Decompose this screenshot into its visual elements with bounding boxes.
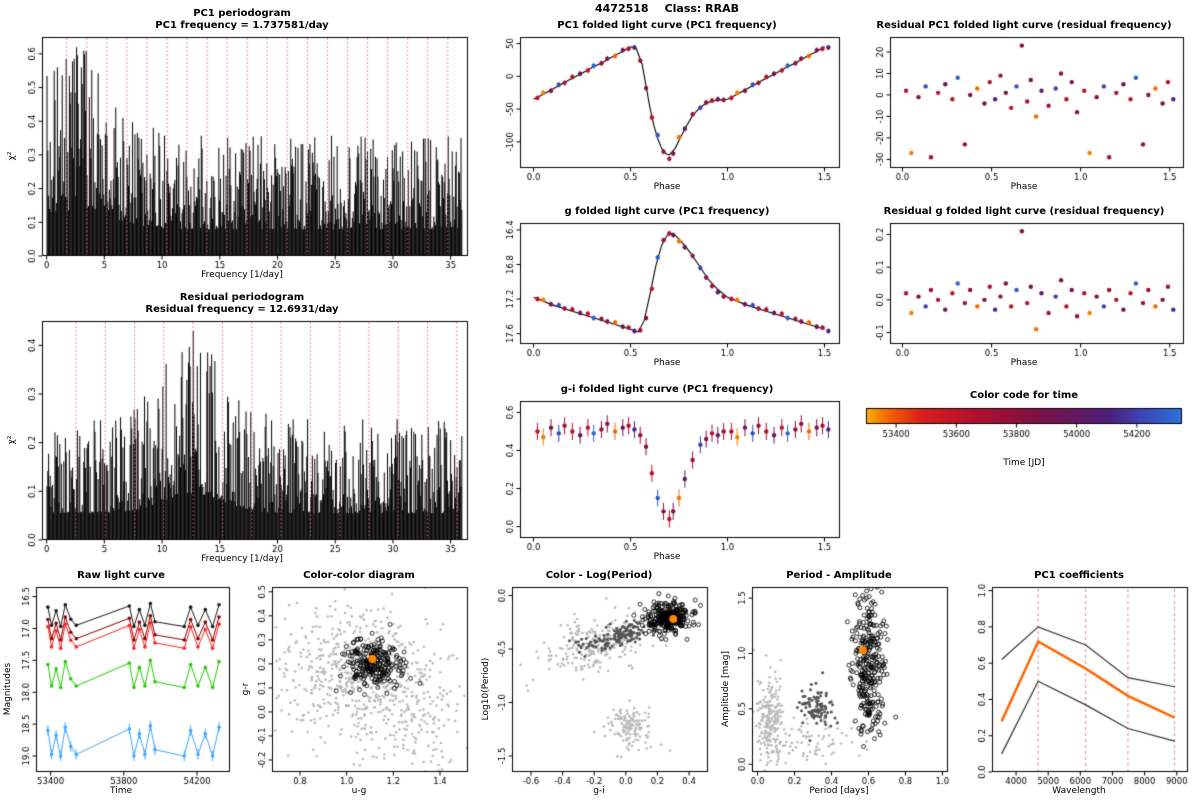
raw-light-curve-plot (4, 582, 238, 796)
panel-period-amplitude: Period - Amplitude Amplitude [mag] Perio… (721, 570, 956, 796)
panel-gi-folded-light-curve: g-i folded light curve (PC1 frequency) P… (486, 384, 848, 562)
pc1-folded-plot (486, 32, 848, 192)
panel-title: g-i folded light curve (PC1 frequency) (560, 384, 774, 395)
panel-title: Residual PC1 folded light curve (residua… (876, 20, 1172, 31)
pc1-periodogram-plot (8, 32, 476, 280)
panel-subtitle: PC1 frequency = 1.737581/day (155, 20, 329, 31)
pc1-coefficients-plot (962, 582, 1196, 796)
plot-area: Phase (486, 396, 848, 562)
time-colorbar-gradient (856, 402, 1192, 468)
figure-header: 4472518 Class: RRAB (486, 2, 848, 15)
class-label: Class: RRAB (664, 2, 739, 15)
residual-pc1-folded-plot (856, 32, 1192, 192)
panel-pc1-folded-light-curve: PC1 folded light curve (PC1 frequency) P… (486, 20, 848, 192)
plot-area: g-r u-g (241, 582, 476, 796)
residual-g-folded-plot (856, 218, 1192, 368)
object-id: 4472518 (594, 2, 649, 15)
panel-residual-g-folded: Residual g folded light curve (residual … (856, 206, 1192, 368)
period-amplitude-plot (722, 582, 956, 796)
plot-area: Time [JD] (856, 402, 1192, 468)
plot-area: Phase (856, 32, 1192, 192)
plot-area: Magnitudes Time (3, 582, 238, 796)
panel-title: PC1 periodogram (193, 8, 291, 19)
panel-title: PC1 folded light curve (PC1 frequency) (557, 20, 777, 31)
plot-area: Phase (486, 218, 848, 368)
plot-area: Log10(Period) g-i (481, 582, 716, 796)
panel-residual-periodogram: Residual periodogram Residual frequency … (7, 292, 476, 564)
panel-title: g folded light curve (PC1 frequency) (564, 206, 770, 217)
panel-title: Color-color diagram (303, 570, 415, 581)
panel-title: Residual g folded light curve (residual … (883, 206, 1165, 217)
panel-residual-pc1-folded: Residual PC1 folded light curve (residua… (856, 20, 1192, 192)
panel-pc1-periodogram: PC1 periodogram PC1 frequency = 1.737581… (7, 8, 476, 280)
panel-subtitle: Residual frequency = 12.6931/day (145, 304, 339, 315)
panel-color-log-period: Color - Log(Period) Log10(Period) g-i (481, 570, 716, 796)
residual-periodogram-plot (8, 316, 476, 564)
color-log-period-plot (482, 582, 716, 796)
panel-title: Color - Log(Period) (545, 570, 653, 581)
panel-g-folded-light-curve: g folded light curve (PC1 frequency) Pha… (486, 206, 848, 368)
panel-raw-light-curve: Raw light curve Magnitudes Time (3, 570, 238, 796)
panel-title: Color code for time (969, 390, 1079, 401)
plot-area: Phase (486, 32, 848, 192)
color-color-plot (242, 582, 476, 796)
plot-area: χ² Frequency [1/day] (7, 316, 476, 564)
panel-title: Period - Amplitude (786, 570, 892, 581)
g-folded-plot (486, 218, 848, 368)
plot-area: Phase (856, 218, 1192, 368)
panel-time-colorbar: Color code for time Time [JD] (856, 390, 1192, 468)
panel-title: PC1 coefficients (1034, 570, 1124, 581)
panel-title: Raw light curve (77, 570, 165, 581)
gi-folded-plot (486, 396, 848, 562)
plot-area: Amplitude [mag] Period [days] (721, 582, 956, 796)
panel-pc1-coefficients: PC1 coefficients Wavelength (962, 570, 1196, 796)
plot-area: χ² Frequency [1/day] (7, 32, 476, 280)
plot-area: Wavelength (962, 582, 1196, 796)
panel-color-color-diagram: Color-color diagram g-r u-g (241, 570, 476, 796)
panel-title: Residual periodogram (179, 292, 305, 303)
